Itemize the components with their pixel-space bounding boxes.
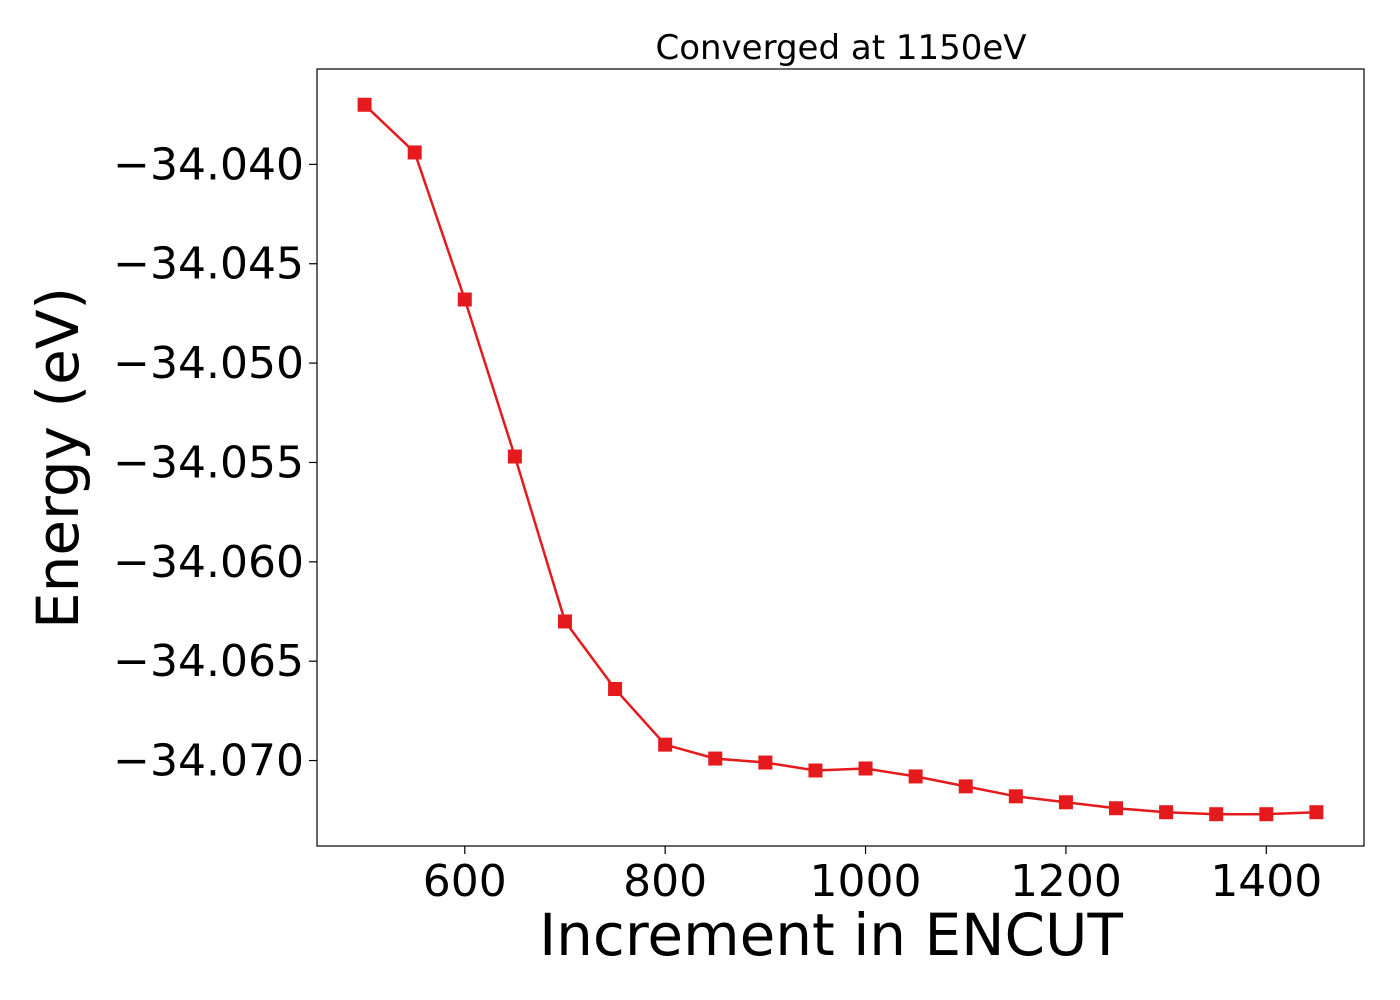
x-axis-ticks: 600 800 1000 1200 1400 (423, 846, 1322, 907)
data-point-marker (1159, 805, 1174, 820)
series-line (363, 103, 1317, 816)
data-point-marker (1259, 807, 1274, 822)
x-tick-label: 1000 (810, 856, 922, 907)
data-point-marker (1008, 789, 1023, 804)
data-point-marker (507, 449, 522, 464)
data-point-marker (708, 751, 723, 766)
y-tick-label: −34.040 (113, 139, 304, 190)
data-point-marker (958, 779, 973, 794)
data-point-marker (457, 292, 472, 307)
data-point-marker (1058, 795, 1073, 810)
x-tick-label: 1200 (1010, 856, 1122, 907)
plot-frame (316, 68, 1365, 847)
x-tick-label: 800 (623, 856, 707, 907)
x-tick-label: 1400 (1210, 856, 1322, 907)
y-tick-label: −34.065 (113, 636, 304, 687)
data-point-marker (858, 761, 873, 776)
y-axis-ticks: −34.040 −34.045 −34.050 −34.055 −34.060 −34.0… (113, 139, 317, 787)
x-tick-label: 600 (423, 856, 507, 907)
y-axis-label: Energy (eV) (24, 287, 92, 629)
data-point-marker (357, 97, 372, 112)
data-point-marker (758, 755, 773, 770)
chart-title: Converged at 1150eV (655, 28, 1026, 68)
data-point-marker (1209, 807, 1224, 822)
data-point-marker (407, 145, 422, 160)
data-point-marker (908, 769, 923, 784)
x-axis-label: Increment in ENCUT (539, 901, 1123, 969)
series-layer (357, 97, 1324, 822)
data-point-marker (557, 614, 572, 629)
data-point-marker (808, 763, 823, 778)
data-point-marker (1309, 805, 1324, 820)
data-point-marker (608, 682, 623, 697)
y-tick-label: −34.060 (113, 537, 304, 588)
data-point-marker (1109, 801, 1124, 816)
y-tick-label: −34.050 (113, 338, 304, 389)
y-tick-label: −34.070 (113, 736, 304, 787)
y-tick-label: −34.055 (113, 437, 304, 488)
data-point-marker (658, 737, 673, 752)
y-tick-label: −34.045 (113, 239, 304, 290)
